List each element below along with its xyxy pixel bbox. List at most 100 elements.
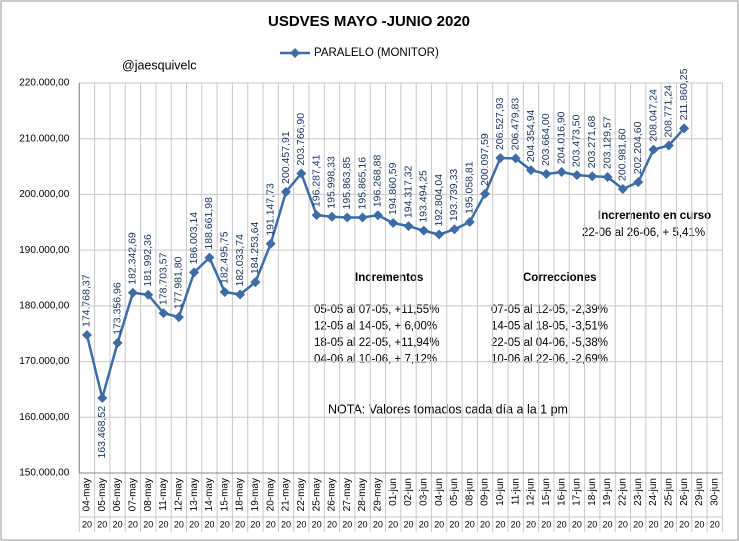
x-tick-year: 20 [296, 519, 306, 529]
data-label: 195.998,33 [326, 156, 338, 209]
point-marker [587, 171, 598, 182]
x-tick-year: 20 [694, 519, 704, 529]
x-tick-year: 20 [480, 519, 490, 529]
x-tick-year: 20 [312, 519, 322, 529]
data-label: 195.863,85 [341, 157, 353, 210]
point-marker [556, 167, 567, 178]
point-marker [648, 144, 659, 155]
x-tick-label: 09-jun [480, 478, 491, 506]
increment-line: 12-05 al 14-05, + 6,00% [314, 321, 437, 333]
data-label: 186.003,14 [188, 212, 200, 265]
point-marker [541, 169, 552, 180]
x-tick-label: 01-jun [388, 478, 399, 506]
x-tick-year: 20 [250, 519, 260, 529]
point-marker [112, 337, 123, 348]
data-label: 195.865,16 [356, 157, 368, 210]
x-tick-label: 15-may [219, 478, 230, 511]
x-tick-year: 20 [434, 519, 444, 529]
increment-line: 04-06 al 10-06, + 7,12% [314, 354, 437, 366]
point-marker [250, 277, 261, 288]
data-label: 174.768,37 [81, 274, 93, 327]
point-marker [679, 123, 690, 134]
point-marker [663, 140, 674, 151]
x-tick-year: 20 [465, 519, 475, 529]
point-marker [403, 221, 414, 232]
x-tick-label: 20-may [265, 478, 276, 511]
x-tick-label: 13-may [189, 478, 200, 511]
x-tick-year: 20 [113, 519, 123, 529]
x-tick-label: 19-jun [602, 478, 613, 506]
x-tick-label: 16-jun [556, 478, 567, 506]
increments-title: Incrementos [355, 272, 423, 284]
x-tick-year: 20 [587, 519, 597, 529]
x-tick-year: 20 [403, 519, 413, 529]
x-tick-label: 26-jun [679, 478, 690, 506]
data-label: 200.981,60 [617, 128, 629, 181]
point-marker [326, 211, 337, 222]
x-tick-year: 20 [572, 519, 582, 529]
y-tick-label: 200.000,00 [19, 189, 69, 200]
data-label: 206.527,93 [494, 97, 506, 150]
x-tick-year: 20 [419, 519, 429, 529]
x-tick-label: 07-may [128, 478, 139, 511]
x-tick-year: 20 [342, 519, 352, 529]
data-label: 208.047,24 [647, 89, 659, 142]
data-label: 192.804,04 [433, 174, 445, 227]
x-tick-label: 08-jun [464, 478, 475, 506]
point-marker [602, 171, 613, 182]
x-tick-year: 20 [358, 519, 368, 529]
x-tick-label: 22-may [296, 478, 307, 511]
current: 22-06 al 26-06, + 5,41% [582, 227, 705, 239]
x-tick-label: 06-may [112, 478, 123, 511]
point-marker [204, 252, 215, 263]
data-label: 195.058,81 [464, 161, 476, 214]
point-marker [235, 289, 246, 300]
x-tick-year: 20 [159, 519, 169, 529]
point-marker [219, 286, 230, 297]
point-marker [617, 183, 628, 194]
point-marker [480, 188, 491, 199]
data-label: 196.287,41 [310, 154, 322, 207]
point-marker [633, 177, 644, 188]
data-label: 182.033,74 [234, 234, 246, 287]
x-tick-year: 20 [174, 519, 184, 529]
data-label: 193.494,25 [418, 170, 430, 223]
x-tick-label: 29-jun [694, 478, 705, 506]
point-marker [449, 224, 460, 235]
data-label: 203.766,90 [295, 113, 307, 166]
x-tick-year: 20 [526, 519, 536, 529]
x-tick-year: 20 [373, 519, 383, 529]
x-tick-year: 20 [557, 519, 567, 529]
x-tick-label: 02-jun [403, 478, 414, 506]
data-label: 206.479,83 [509, 98, 521, 151]
data-label: 177.981,80 [173, 256, 185, 309]
x-tick-label: 29-may [373, 478, 384, 511]
data-label: 200.457,91 [280, 131, 292, 184]
y-tick-label: 190.000,00 [19, 245, 69, 256]
point-marker [418, 225, 429, 236]
x-tick-year: 20 [633, 519, 643, 529]
data-label: 196.268,88 [372, 155, 384, 208]
x-tick-label: 17-jun [572, 478, 583, 506]
x-tick-year: 20 [495, 519, 505, 529]
point-marker [265, 238, 276, 249]
point-marker [127, 287, 138, 298]
data-label: 204.354,94 [525, 109, 537, 162]
point-marker [434, 229, 445, 240]
x-tick-label: 05-may [97, 478, 108, 511]
x-tick-year: 20 [618, 519, 628, 529]
x-tick-label: 12-jun [526, 478, 537, 506]
x-tick-year: 20 [189, 519, 199, 529]
data-label: 178.703,57 [157, 252, 169, 305]
point-marker [571, 170, 582, 181]
x-tick-year: 20 [541, 519, 551, 529]
x-tick-label: 21-may [281, 478, 292, 511]
x-tick-year: 20 [281, 519, 291, 529]
x-tick-label: 05-jun [449, 478, 460, 506]
x-tick-year: 20 [511, 519, 521, 529]
data-label: 202.204,60 [632, 121, 644, 174]
correction-line: 07-05 al 12-05, -2,39% [491, 304, 608, 316]
x-tick-year: 20 [327, 519, 337, 529]
x-tick-label: 28-may [357, 478, 368, 511]
x-tick-year: 20 [664, 519, 674, 529]
